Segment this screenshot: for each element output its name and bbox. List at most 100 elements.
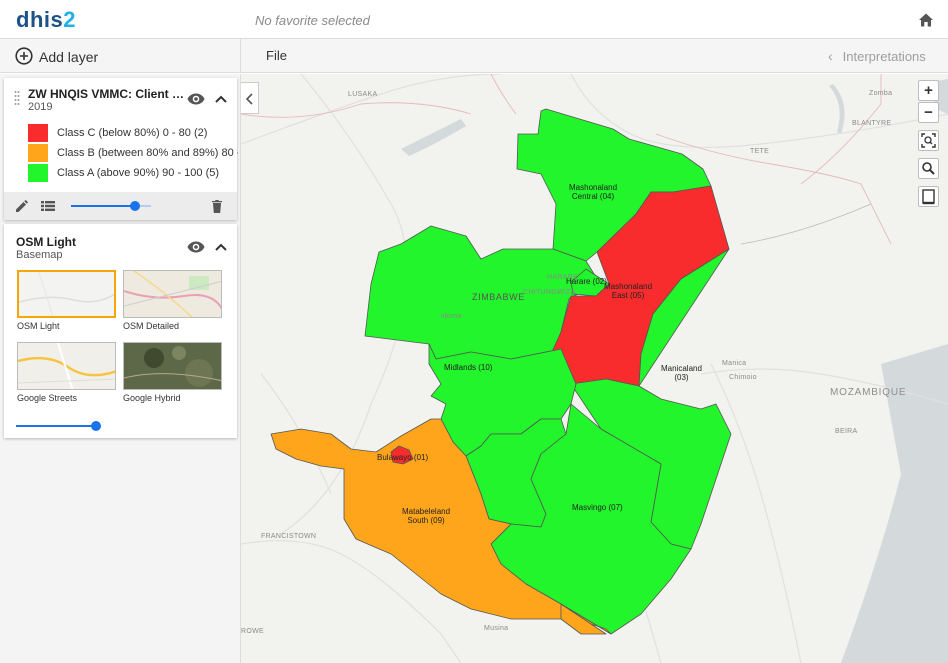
label-masvingo: Masvingo (07) xyxy=(572,503,623,512)
opacity-knob[interactable] xyxy=(130,201,140,211)
fullscreen-icon xyxy=(922,189,935,205)
basemap-thumbnail xyxy=(123,342,222,390)
indian-ocean xyxy=(841,344,948,663)
basemap-thumbnail xyxy=(17,342,116,390)
label-bulawayo: Bulawayo (01) xyxy=(377,453,429,462)
basemap-osm-detailed[interactable]: OSM Detailed xyxy=(123,270,222,331)
chevron-left-icon xyxy=(245,93,253,105)
map-canvas[interactable] xyxy=(241,74,948,663)
region-masvingo xyxy=(490,403,692,635)
thematic-layer-card: ZW HNQIS VMMC: Client R... 2019 Class C … xyxy=(4,78,238,220)
home-icon[interactable] xyxy=(918,12,934,28)
place-manica: Manica xyxy=(722,360,747,367)
dhis2-logo[interactable]: dhis2 xyxy=(16,7,76,32)
basemap-subtitle: Basemap xyxy=(16,249,63,261)
interpretations-label: Interpretations xyxy=(842,49,926,64)
layer-toolbar xyxy=(4,192,237,220)
place-musina: Musina xyxy=(484,625,509,632)
search-icon xyxy=(922,162,935,175)
place-chitungwiza: CHITUNGWIZA xyxy=(523,289,576,296)
label-text: Matabeleland South (09) xyxy=(402,507,451,525)
data-table-icon[interactable] xyxy=(40,198,56,214)
place-lusaka: LUSAKA xyxy=(348,91,378,98)
label-midlands: Midlands (10) xyxy=(444,363,493,372)
label-text: Mashonaland East (05) xyxy=(604,282,653,300)
fullscreen-button[interactable] xyxy=(918,186,939,207)
basemap-card: OSM Light Basemap OSM Light OSM Detailed xyxy=(4,224,237,438)
legend-swatch-orange xyxy=(28,144,48,162)
chevron-left-icon: ‹ xyxy=(828,48,833,64)
place-tete: TETE xyxy=(750,148,770,155)
label-harare: Harare (02) xyxy=(566,277,607,286)
region-manicaland xyxy=(570,248,732,550)
place-idoma: idoma xyxy=(441,313,462,320)
basemap-opacity-slider[interactable] xyxy=(16,419,101,433)
place-rowe: ROWE xyxy=(241,628,264,635)
add-layer-button[interactable]: Add layer xyxy=(0,39,241,73)
visibility-eye-icon[interactable] xyxy=(187,241,205,253)
opacity-track-rest xyxy=(135,205,151,207)
place-blantyre: BLANTYRE xyxy=(852,120,892,127)
layer-title: ZW HNQIS VMMC: Client R... xyxy=(28,87,186,101)
fit-bounds-button[interactable] xyxy=(918,130,939,151)
basemap-name: OSM Light xyxy=(17,321,60,331)
add-circle-icon xyxy=(15,47,33,65)
lake-malawi xyxy=(829,84,845,134)
visibility-eye-icon[interactable] xyxy=(187,93,205,105)
chevron-up-icon[interactable] xyxy=(215,243,227,251)
zoom-out-button[interactable]: − xyxy=(918,102,939,123)
label-text: Manicaland (03) xyxy=(661,364,702,382)
app-header: dhis2 No favorite selected xyxy=(0,0,948,39)
region-matabeleland-south-edge xyxy=(560,603,607,635)
label-matabeleland-south: Matabeleland South (09) xyxy=(402,507,450,525)
interpretations-button[interactable]: ‹ Interpretations xyxy=(828,48,926,64)
edit-pencil-icon[interactable] xyxy=(14,198,30,214)
add-layer-label: Add layer xyxy=(39,49,99,65)
basemap-name: Google Streets xyxy=(17,393,78,403)
collapse-panel-button[interactable] xyxy=(241,82,259,114)
opacity-track-filled xyxy=(71,205,135,207)
country-mozambique: MOZAMBIQUE xyxy=(830,387,907,398)
legend-swatch-red xyxy=(28,124,48,142)
basemap-name: OSM Detailed xyxy=(123,321,180,331)
basemap-thumbnail xyxy=(17,270,116,318)
place-harare: HARARE xyxy=(547,274,578,281)
layers-panel: ZW HNQIS VMMC: Client R... 2019 Class C … xyxy=(0,74,241,663)
opacity-knob[interactable] xyxy=(91,421,101,431)
region-harare xyxy=(570,268,610,297)
label-mashonaland-central: Mashonaland Central (04) xyxy=(569,183,617,201)
delete-trash-icon[interactable] xyxy=(209,198,225,214)
place-beira: BEIRA xyxy=(835,428,858,435)
zoom-in-button[interactable]: + xyxy=(918,80,939,101)
basemap-google-hybrid[interactable]: Google Hybrid xyxy=(123,342,222,403)
place-francistown: FRANCISTOWN xyxy=(261,533,317,540)
file-menu[interactable]: File xyxy=(266,48,287,63)
toolbar: Add layer File ‹ Interpretations xyxy=(0,39,948,73)
fit-bounds-icon xyxy=(921,133,936,148)
legend-item: Class A (above 90%) 90 - 100 (5) xyxy=(28,162,238,182)
opacity-track-filled xyxy=(16,425,96,427)
layer-period: 2019 xyxy=(28,101,53,113)
basemap-osm-light[interactable]: OSM Light xyxy=(17,270,116,331)
label-mashonaland-east: Mashonaland East (05) xyxy=(604,282,652,300)
legend-label: Class C (below 80%) 0 - 80 (2) xyxy=(57,127,208,139)
legend-item: Class B (between 80% and 89%) 80 - 90 (2… xyxy=(28,142,238,162)
layer-opacity-slider[interactable] xyxy=(71,199,151,213)
label-text: Mashonaland Central (04) xyxy=(569,183,618,201)
basemap-thumbnail xyxy=(123,270,222,318)
drag-handle-icon[interactable] xyxy=(14,90,20,106)
lake-kariba xyxy=(401,119,466,156)
legend-swatch-green xyxy=(28,164,48,182)
region-bulawayo xyxy=(390,445,414,465)
legend-label: Class A (above 90%) 90 - 100 (5) xyxy=(57,167,220,179)
chevron-up-icon[interactable] xyxy=(215,95,227,103)
map-view[interactable]: LUSAKA Zomba BLANTYRE TETE HARARE CHITUN… xyxy=(241,74,948,663)
search-button[interactable] xyxy=(918,158,939,179)
basemap-google-streets[interactable]: Google Streets xyxy=(17,342,116,403)
place-zomba: Zomba xyxy=(869,90,893,97)
legend-label: Class B (between 80% and 89%) 80 - 90 (2… xyxy=(57,147,238,159)
place-chimoio: Chimoio xyxy=(729,374,757,381)
favorite-title[interactable]: No favorite selected xyxy=(255,13,370,28)
place-zimbabwe: ZIMBABWE xyxy=(472,292,525,302)
label-manicaland: Manicaland (03) xyxy=(661,364,702,382)
